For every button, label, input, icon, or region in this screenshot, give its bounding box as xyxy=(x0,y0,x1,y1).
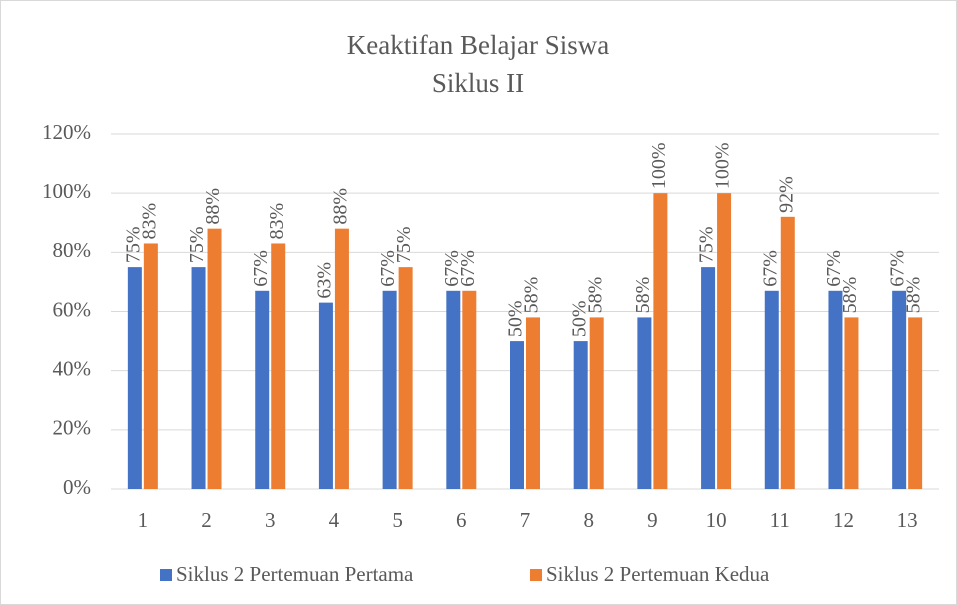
data-label: 50% xyxy=(568,300,590,337)
bar xyxy=(780,216,795,490)
data-label: 83% xyxy=(266,203,288,240)
bar xyxy=(526,317,540,489)
bar xyxy=(717,193,732,489)
x-tick-label: 2 xyxy=(201,508,212,532)
x-tick-label: 12 xyxy=(833,508,854,532)
chart-subtitle: Siklus II xyxy=(432,68,524,98)
data-label: 67% xyxy=(759,250,781,287)
bar xyxy=(573,341,588,489)
x-tick-label: 4 xyxy=(329,508,340,532)
bar xyxy=(271,243,286,489)
data-label: 83% xyxy=(138,203,160,240)
bar xyxy=(382,290,397,489)
x-tick-label: 1 xyxy=(138,508,149,532)
bar xyxy=(908,317,923,489)
data-label: 75% xyxy=(393,226,415,263)
y-tick-label: 120% xyxy=(42,120,91,144)
data-label: 67% xyxy=(250,250,272,287)
data-label: 75% xyxy=(186,226,208,263)
data-label: 92% xyxy=(775,176,797,213)
data-label: 58% xyxy=(632,277,654,314)
data-label: 58% xyxy=(903,277,925,314)
legend-swatch xyxy=(530,569,542,581)
data-label: 67% xyxy=(823,250,845,287)
bar xyxy=(589,317,604,489)
bar xyxy=(510,341,524,489)
data-label: 67% xyxy=(887,250,909,287)
bar xyxy=(701,267,716,489)
data-label: 58% xyxy=(584,277,606,314)
x-tick-label: 13 xyxy=(897,508,918,532)
y-tick-label: 100% xyxy=(42,179,91,203)
bar xyxy=(828,290,843,489)
bar xyxy=(653,193,668,489)
bar xyxy=(844,317,859,489)
data-label: 58% xyxy=(521,277,543,314)
data-label: 88% xyxy=(330,188,352,225)
bar xyxy=(127,267,142,489)
bar xyxy=(462,290,477,489)
data-label: 67% xyxy=(441,250,463,287)
bar xyxy=(637,317,652,489)
y-tick-label: 80% xyxy=(53,238,92,262)
bar xyxy=(446,290,461,489)
x-tick-label: 10 xyxy=(706,508,727,532)
data-label: 88% xyxy=(202,188,224,225)
y-tick-label: 20% xyxy=(53,416,92,440)
bar xyxy=(892,290,907,489)
x-tick-label: 8 xyxy=(583,508,594,532)
bar xyxy=(207,228,222,489)
data-label: 67% xyxy=(377,250,399,287)
chart-title: Keaktifan Belajar Siswa xyxy=(347,30,609,60)
y-tick-label: 40% xyxy=(53,356,92,380)
y-tick-label: 0% xyxy=(63,475,91,499)
y-tick-label: 60% xyxy=(53,297,92,321)
x-tick-label: 6 xyxy=(456,508,467,532)
x-tick-label: 7 xyxy=(520,508,531,532)
data-label: 58% xyxy=(839,277,861,314)
data-label: 50% xyxy=(505,300,527,337)
bar xyxy=(334,228,349,489)
data-label: 67% xyxy=(457,250,479,287)
bar xyxy=(255,290,270,489)
data-label: 100% xyxy=(712,142,734,189)
legend-label: Siklus 2 Pertemuan Pertama xyxy=(176,562,414,586)
legend-label: Siklus 2 Pertemuan Kedua xyxy=(546,562,770,586)
x-tick-label: 5 xyxy=(392,508,403,532)
legend-swatch xyxy=(160,569,172,581)
bar xyxy=(143,243,158,489)
bar xyxy=(398,267,413,489)
x-tick-label: 3 xyxy=(265,508,276,532)
data-label: 75% xyxy=(696,226,718,263)
data-label: 100% xyxy=(648,142,670,189)
data-label: 63% xyxy=(314,262,336,299)
bar xyxy=(764,290,779,489)
bar xyxy=(318,302,333,489)
x-tick-label: 11 xyxy=(770,508,790,532)
data-label: 75% xyxy=(122,226,144,263)
x-tick-label: 9 xyxy=(647,508,658,532)
bar xyxy=(191,267,206,489)
